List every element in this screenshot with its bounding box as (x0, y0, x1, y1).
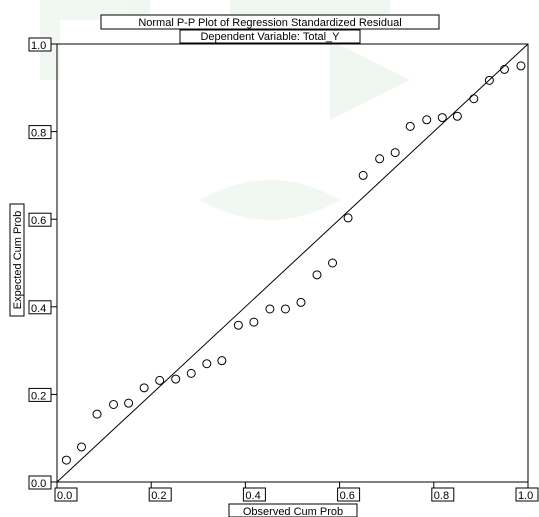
data-point (249, 317, 259, 327)
data-point (484, 75, 494, 85)
y-tick-label: 0.8 (31, 128, 46, 140)
data-point (61, 455, 71, 465)
data-point (296, 297, 306, 307)
reference-line (56, 43, 529, 483)
data-point (358, 170, 368, 180)
x-axis-label-box (228, 503, 358, 517)
y-tick-label: 0.0 (31, 478, 46, 490)
x-tick-label: 0.8 (434, 490, 449, 502)
x-tick-label-box (54, 487, 78, 502)
y-tick-label-box (28, 475, 52, 490)
data-point (265, 304, 275, 314)
data-point (499, 64, 509, 74)
data-point (155, 375, 165, 385)
data-point (375, 154, 385, 164)
x-tick-label: 0.6 (340, 490, 355, 502)
y-axis-label-box (9, 203, 25, 317)
x-tick-label-box (431, 487, 455, 502)
data-point (328, 258, 338, 268)
data-point (139, 383, 149, 393)
chart-subtitle: Dependent Variable: Total_Y (200, 31, 340, 43)
x-tick-label: 1.0 (518, 490, 533, 502)
x-tick-label: 0.0 (57, 490, 72, 502)
data-point (280, 304, 290, 314)
data-point (437, 113, 447, 123)
data-point (233, 320, 243, 330)
y-tick-label-box (28, 37, 52, 52)
data-point (217, 356, 227, 366)
data-point (405, 121, 415, 131)
data-point (452, 111, 462, 121)
y-tick-label: 0.6 (31, 215, 46, 227)
chart-title: Normal P-P Plot of Regression Standardiz… (138, 17, 401, 29)
y-tick-label-box (28, 300, 52, 315)
data-point (469, 94, 479, 104)
data-point (171, 374, 181, 384)
data-point (92, 409, 102, 419)
data-point (390, 148, 400, 158)
data-point (76, 442, 86, 452)
plot-area (56, 43, 529, 483)
data-point (422, 115, 432, 125)
y-tick-label-box (28, 387, 52, 402)
title-box (100, 14, 440, 30)
y-axis-label: Expected Cum Prob (12, 211, 24, 309)
data-point (186, 368, 196, 378)
x-tick-label-box (148, 487, 172, 502)
data-point (202, 359, 212, 369)
data-point (312, 270, 322, 280)
y-tick-label: 1.0 (31, 40, 46, 52)
data-point (124, 398, 134, 408)
subtitle-box (179, 29, 361, 44)
y-tick-label: 0.4 (31, 303, 46, 315)
x-tick-label-box (242, 487, 266, 502)
x-tick-label-box (515, 487, 539, 502)
data-point (516, 61, 526, 71)
data-point (109, 399, 119, 409)
x-tick-label-box (337, 487, 361, 502)
y-tick-label: 0.2 (31, 390, 46, 402)
x-tick-label: 0.2 (151, 490, 166, 502)
x-tick-label: 0.4 (245, 490, 260, 502)
data-point (343, 213, 353, 223)
y-tick-label-box (28, 212, 52, 227)
x-axis-label: Observed Cum Prob (243, 506, 343, 517)
y-tick-label-box (28, 125, 52, 140)
